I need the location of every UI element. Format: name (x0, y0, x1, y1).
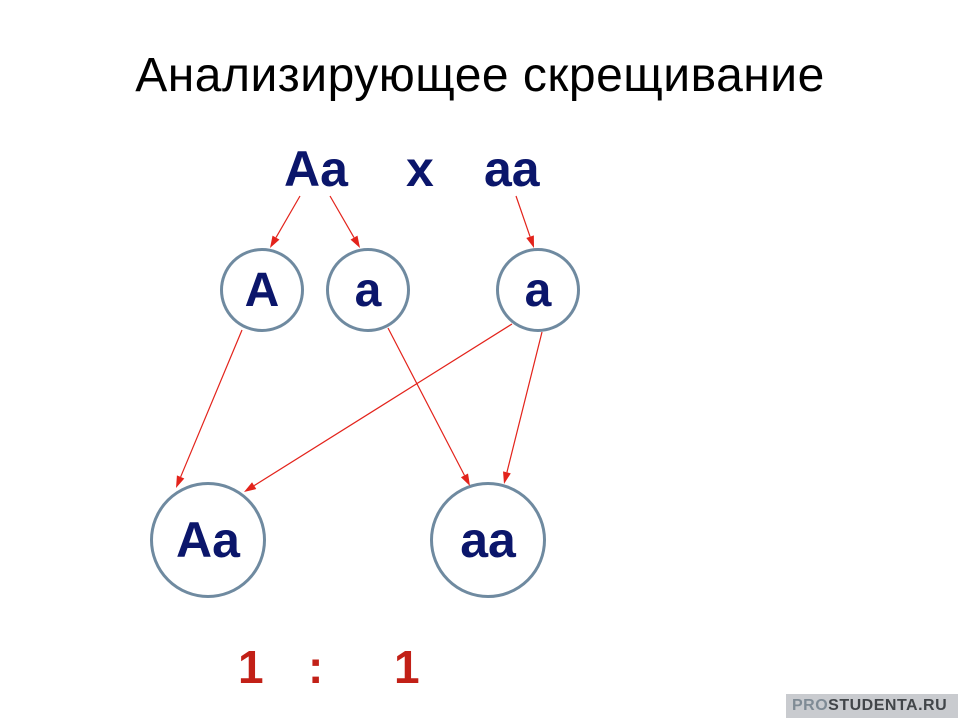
arrow-line-p2-to-g3 (516, 196, 530, 237)
gamete-3: a (496, 248, 580, 332)
arrow-line-g3-to-o2 (507, 332, 542, 472)
arrows-layer (0, 0, 960, 720)
diagram-title: Анализирующее скрещивание (0, 48, 960, 103)
arrow-line-p1-to-g2 (330, 196, 354, 238)
ratio-right: 1 (394, 640, 420, 694)
diagram-stage: Анализирующее скрещивание Aa x aa A a a … (0, 0, 960, 720)
arrow-line-g3-to-o1 (254, 324, 512, 486)
arrow-head-g1-to-o1 (176, 475, 184, 488)
arrow-head-p2-to-g3 (526, 235, 534, 248)
arrow-line-g1-to-o1 (181, 330, 242, 477)
gamete-1: A (220, 248, 304, 332)
offspring-2: aa (430, 482, 546, 598)
parent-genotype-2: aa (484, 140, 540, 198)
offspring-1: Aa (150, 482, 266, 598)
ratio-colon: : (308, 640, 323, 694)
arrow-head-p1-to-g2 (351, 236, 360, 248)
watermark-pro: PRO (792, 697, 828, 715)
gamete-2: a (326, 248, 410, 332)
watermark: PROSTUDENTA.RU (786, 694, 958, 718)
watermark-rest: STUDENTA.RU (828, 697, 947, 715)
arrow-head-g3-to-o2 (503, 471, 511, 484)
arrow-head-g3-to-o1 (244, 482, 256, 492)
arrow-head-p1-to-g1 (270, 236, 279, 248)
arrow-line-p1-to-g1 (276, 196, 300, 238)
arrow-line-g2-to-o2 (388, 328, 464, 475)
ratio-left: 1 (238, 640, 264, 694)
cross-symbol: x (406, 140, 434, 198)
parent-genotype-1: Aa (284, 140, 348, 198)
